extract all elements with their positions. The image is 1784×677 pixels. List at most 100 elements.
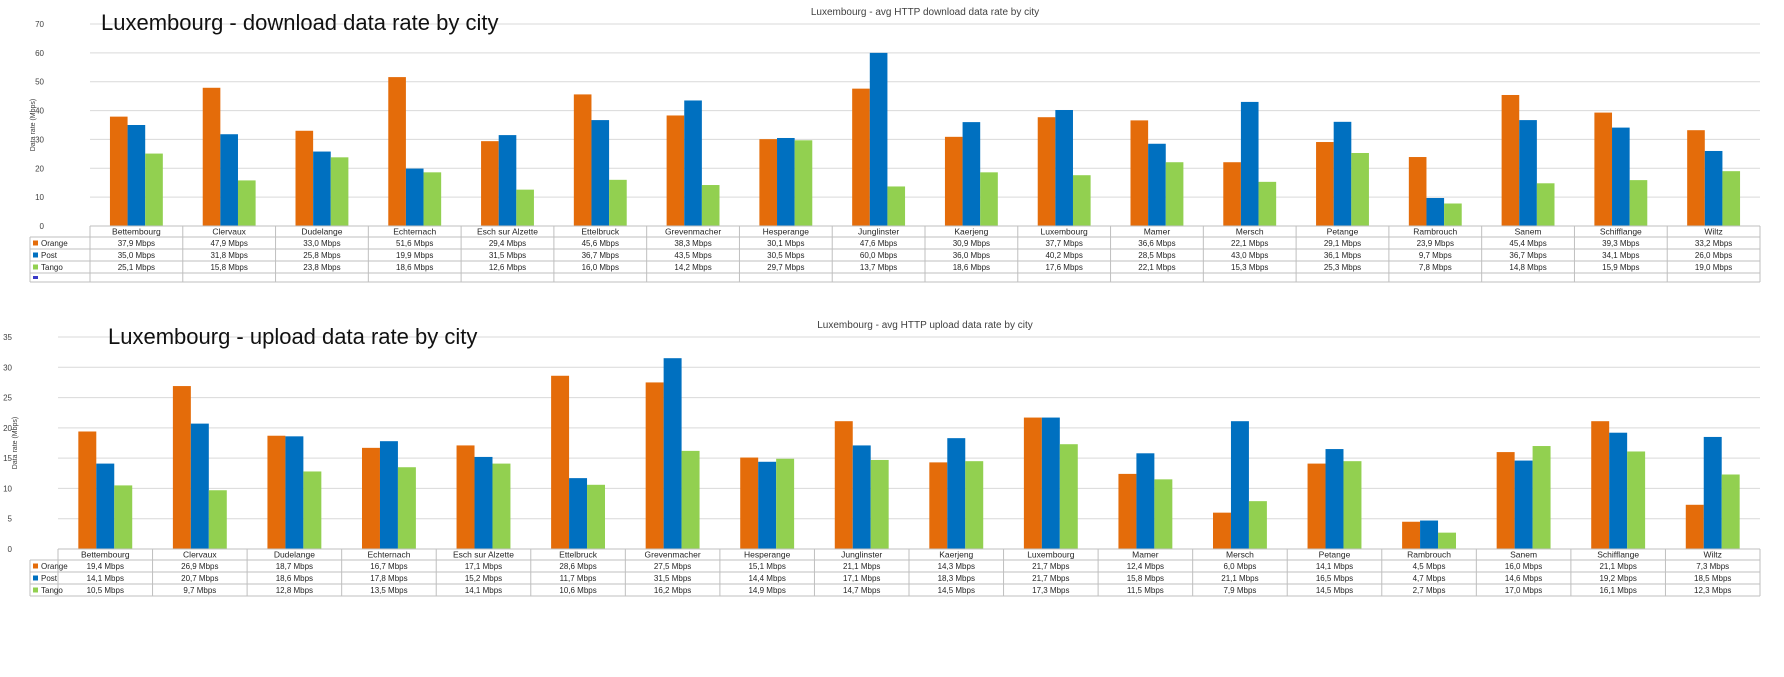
data-label: 9,7 Mbps bbox=[183, 586, 216, 595]
data-label: 15,2 Mbps bbox=[465, 574, 502, 583]
bar-orange bbox=[1687, 130, 1705, 226]
bar-orange bbox=[1212, 512, 1231, 549]
bar-tango bbox=[330, 157, 349, 226]
y-tick-label: 15 bbox=[3, 454, 12, 463]
legend-key-empty bbox=[33, 276, 38, 279]
bar-tango bbox=[1629, 180, 1648, 226]
data-label: 20,7 Mbps bbox=[181, 574, 218, 583]
data-label: 37,9 Mbps bbox=[118, 239, 155, 248]
data-label: 12,4 Mbps bbox=[1127, 562, 1164, 571]
bar-post bbox=[1519, 120, 1537, 226]
bar-post bbox=[1426, 198, 1445, 226]
bar-orange bbox=[573, 94, 592, 226]
bar-orange bbox=[456, 445, 475, 549]
data-label: 29,4 Mbps bbox=[489, 239, 526, 248]
bar-tango bbox=[1343, 461, 1362, 549]
category-label: Echternach bbox=[367, 550, 410, 560]
chart-title: Luxembourg - avg HTTP upload data rate b… bbox=[817, 320, 1032, 331]
data-label: 17,8 Mbps bbox=[370, 574, 407, 583]
category-label: Wiltz bbox=[1704, 550, 1722, 560]
data-label: 27,5 Mbps bbox=[654, 562, 691, 571]
data-label: 19,9 Mbps bbox=[396, 251, 433, 260]
data-label: 40,2 Mbps bbox=[1045, 251, 1082, 260]
bar-post bbox=[127, 125, 146, 226]
data-label: 14,1 Mbps bbox=[465, 586, 502, 595]
bar-tango bbox=[303, 471, 322, 549]
data-label: 7,3 Mbps bbox=[1696, 562, 1729, 571]
data-label: 36,7 Mbps bbox=[1509, 251, 1546, 260]
y-tick-label: 20 bbox=[3, 424, 12, 433]
bar-tango bbox=[1444, 203, 1462, 226]
category-label: Schifflange bbox=[1600, 227, 1642, 237]
category-label: Rambrouch bbox=[1413, 227, 1457, 237]
bar-post bbox=[1612, 127, 1630, 226]
bar-tango bbox=[397, 467, 416, 549]
bar-post bbox=[1514, 460, 1533, 549]
data-label: 23,9 Mbps bbox=[1417, 239, 1454, 248]
category-label: Petange bbox=[1319, 550, 1351, 560]
data-label: 12,3 Mbps bbox=[1694, 586, 1731, 595]
bar-tango bbox=[965, 461, 984, 549]
bar-tango bbox=[1072, 175, 1091, 226]
bar-orange bbox=[666, 115, 685, 226]
data-label: 16,2 Mbps bbox=[654, 586, 691, 595]
data-label: 14,2 Mbps bbox=[674, 263, 711, 272]
data-label: 17,0 Mbps bbox=[1505, 586, 1542, 595]
bar-post bbox=[1240, 101, 1259, 226]
data-label: 10,6 Mbps bbox=[559, 586, 596, 595]
category-label: Dudelange bbox=[301, 227, 342, 237]
bar-post bbox=[852, 445, 871, 549]
data-label: 11,5 Mbps bbox=[1127, 586, 1164, 595]
legend-label: Orange bbox=[41, 562, 68, 571]
category-label: Luxembourg bbox=[1027, 550, 1075, 560]
data-label: 21,7 Mbps bbox=[1032, 562, 1069, 571]
bar-orange bbox=[361, 447, 380, 549]
legend-key-orange bbox=[33, 240, 38, 246]
data-label: 14,3 Mbps bbox=[938, 562, 975, 571]
bar-post bbox=[777, 137, 795, 226]
bar-orange bbox=[481, 141, 499, 226]
category-label: Clervaux bbox=[183, 550, 217, 560]
data-label: 43,0 Mbps bbox=[1231, 251, 1268, 260]
bar-orange bbox=[1037, 117, 1056, 226]
data-label: 15,8 Mbps bbox=[210, 263, 247, 272]
data-label: 60,0 Mbps bbox=[860, 251, 897, 260]
data-label: 31,5 Mbps bbox=[654, 574, 691, 583]
y-tick-label: 25 bbox=[3, 394, 12, 403]
bar-post bbox=[591, 120, 610, 226]
data-label: 25,1 Mbps bbox=[118, 263, 155, 272]
bar-tango bbox=[887, 186, 906, 226]
bar-post bbox=[1230, 421, 1249, 549]
y-tick-label: 0 bbox=[40, 222, 45, 231]
data-label: 17,1 Mbps bbox=[465, 562, 502, 571]
bar-tango bbox=[1258, 181, 1277, 226]
category-label: Esch sur Alzette bbox=[453, 550, 514, 560]
bar-orange bbox=[1594, 112, 1613, 226]
data-label: 16,0 Mbps bbox=[1505, 562, 1542, 571]
data-label: 19,2 Mbps bbox=[1599, 574, 1636, 583]
data-label: 26,9 Mbps bbox=[181, 562, 218, 571]
bar-post bbox=[220, 134, 238, 226]
bar-orange bbox=[1408, 157, 1427, 226]
data-label: 12,8 Mbps bbox=[276, 586, 313, 595]
bar-post bbox=[1041, 417, 1060, 549]
bar-orange bbox=[740, 457, 759, 549]
data-label: 21,1 Mbps bbox=[1221, 574, 1258, 583]
y-tick-label: 0 bbox=[8, 545, 13, 554]
data-label: 7,8 Mbps bbox=[1419, 263, 1452, 272]
bar-orange bbox=[1130, 120, 1149, 226]
bar-tango bbox=[794, 140, 813, 226]
data-label: 18,6 Mbps bbox=[396, 263, 433, 272]
overlay-title: Luxembourg - download data rate by city bbox=[101, 10, 498, 35]
y-tick-label: 5 bbox=[8, 515, 13, 524]
bar-orange bbox=[1316, 142, 1334, 226]
chart-1: 0 5 10 15 20 25 30 35 Data rate (Mbps) Luxembourg… bbox=[3, 320, 1761, 597]
data-label: 14,4 Mbps bbox=[748, 574, 785, 583]
bar-orange bbox=[1591, 421, 1610, 549]
bar-orange bbox=[202, 87, 221, 226]
category-label: Sanem bbox=[1510, 550, 1537, 560]
category-label: Echternach bbox=[393, 227, 436, 237]
legend-label: Orange bbox=[41, 239, 68, 248]
bar-post bbox=[405, 168, 424, 226]
bar-tango bbox=[145, 153, 163, 226]
